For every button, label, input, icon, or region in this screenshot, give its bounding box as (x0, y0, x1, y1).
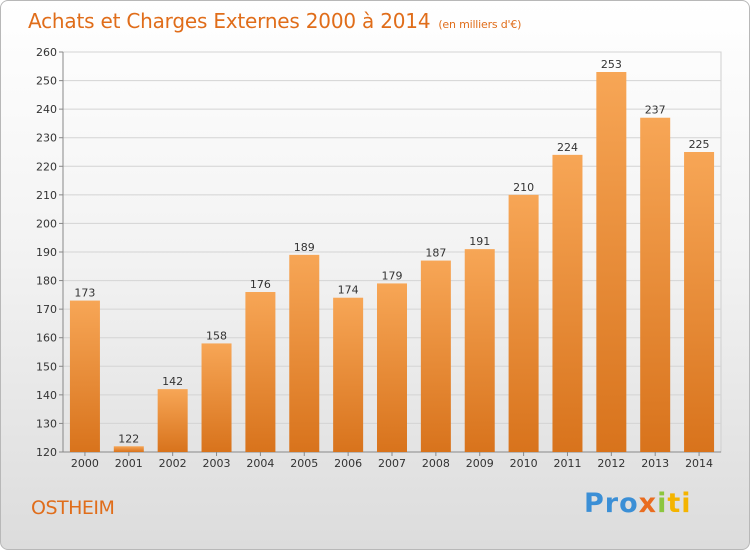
x-tick-label: 2003 (203, 457, 231, 470)
y-tick-label: 210 (36, 189, 57, 202)
bar-value-label: 179 (382, 269, 403, 282)
bar-layer (69, 72, 715, 452)
bar-value-label: 142 (162, 375, 183, 388)
bar (377, 283, 407, 452)
logo-part-4: ti (667, 488, 692, 519)
y-tick-label: 180 (36, 275, 57, 288)
bar-value-label: 225 (689, 138, 710, 151)
logo-part-2: x (638, 488, 658, 519)
y-tick-label: 170 (36, 303, 57, 316)
x-tick-label: 2013 (641, 457, 669, 470)
bar-value-label: 224 (557, 141, 578, 154)
bar-value-label: 158 (206, 329, 227, 342)
bar (464, 249, 495, 452)
y-tick-label: 240 (36, 103, 57, 116)
x-tick-label: 2001 (115, 457, 143, 470)
chart-title-text: Achats et Charges Externes 2000 à 2014 (28, 9, 431, 33)
bar (684, 152, 715, 452)
x-tick-label: 2002 (159, 457, 187, 470)
y-tick-label: 250 (36, 75, 57, 88)
bar (552, 154, 583, 452)
y-tick-label: 200 (36, 217, 57, 230)
city-name: OSTHEIM (31, 497, 115, 519)
x-tick-label: 2012 (597, 457, 625, 470)
x-tick-label: 2006 (334, 457, 362, 470)
y-tick-label: 160 (36, 332, 57, 345)
logo-part-1: Pro (584, 488, 639, 519)
chart-title: Achats et Charges Externes 2000 à 2014 (e… (28, 9, 521, 33)
x-tick-label: 2010 (510, 457, 538, 470)
bar (420, 260, 451, 452)
bar-value-label: 174 (338, 284, 359, 297)
y-tick-label: 220 (36, 160, 57, 173)
bar-value-label: 189 (294, 241, 315, 254)
bar-value-label: 253 (601, 58, 622, 71)
y-tick-label: 260 (36, 46, 57, 59)
bar-value-label: 122 (118, 432, 139, 445)
bar (640, 117, 671, 452)
x-tick-label: 2011 (553, 457, 581, 470)
x-tick-label: 2004 (246, 457, 274, 470)
y-tick-label: 130 (36, 417, 57, 430)
bar (157, 389, 188, 452)
y-tick-label: 190 (36, 246, 57, 259)
bar-value-label: 210 (513, 181, 534, 194)
bar (596, 72, 627, 452)
chart-subtitle: (en milliers d'€) (438, 18, 522, 31)
bar-value-label: 187 (425, 247, 446, 260)
bar (201, 343, 232, 452)
y-tick-label: 150 (36, 360, 57, 373)
x-tick-label: 2008 (422, 457, 450, 470)
bar (69, 300, 100, 452)
bar-value-label: 191 (469, 235, 490, 248)
x-tick-label: 2000 (71, 457, 99, 470)
x-tick-label: 2014 (685, 457, 713, 470)
logo-part-3: i (657, 488, 668, 519)
proxiti-logo: Proxiti (584, 488, 692, 519)
y-tick-label: 140 (36, 389, 57, 402)
x-tick-label: 2005 (290, 457, 318, 470)
bar (508, 194, 539, 452)
bar-value-label: 173 (74, 287, 95, 300)
bar-value-label: 176 (250, 278, 271, 291)
x-tick-label: 2009 (466, 457, 494, 470)
x-tick-label: 2007 (378, 457, 406, 470)
bar (113, 446, 144, 452)
y-tick-label: 120 (36, 446, 57, 459)
bar (245, 292, 276, 452)
bar (333, 297, 364, 452)
label-layer: 120 130 140 150 160 170 180 190 200 210 220 230 240 2… (36, 46, 713, 470)
bar (289, 254, 320, 452)
y-tick-label: 230 (36, 132, 57, 145)
bar-value-label: 237 (645, 104, 666, 117)
